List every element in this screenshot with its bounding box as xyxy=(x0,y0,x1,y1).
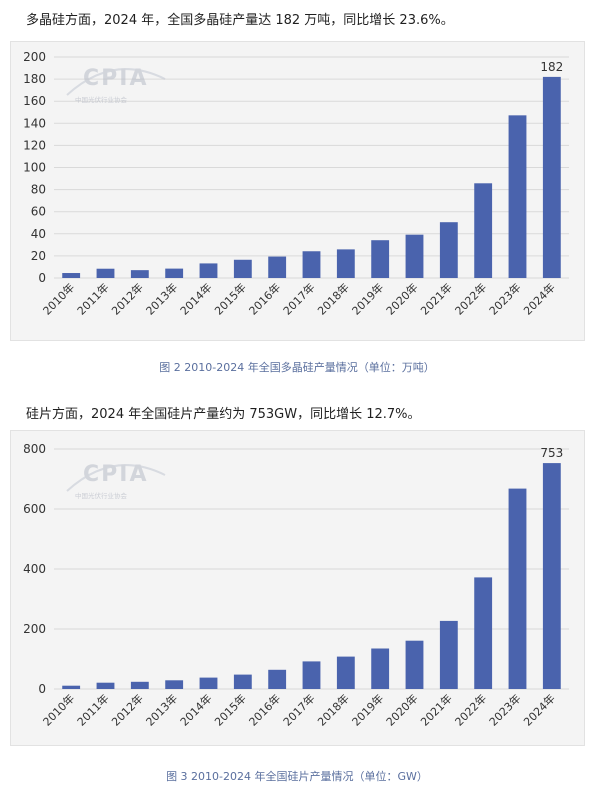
cpia-watermark: CPIA 中国光伏行业协会 xyxy=(66,66,166,104)
bar-2013年 xyxy=(165,268,184,278)
wafer-bar-chart: 0 200 400 600 800 CPIA 中国光伏行业协会 2010年2011年2012年… xyxy=(23,442,569,729)
x-tick-label: 2015年 xyxy=(211,691,248,728)
caption-figure-2: 图 2 2010-2024 年全国多晶硅产量情况（单位：万吨） xyxy=(159,361,435,374)
watermark-org-text: 中国光伏行业协会 xyxy=(75,491,128,500)
y-tick-label: 120 xyxy=(23,138,46,152)
caption-figure-3: 图 3 2010-2024 年全国硅片产量情况（单位：GW） xyxy=(166,770,428,783)
y-tick-label: 180 xyxy=(23,72,46,86)
x-tick-label: 2015年 xyxy=(211,280,248,317)
bar-2013年 xyxy=(165,680,184,689)
intro-paragraph-wafer: 硅片方面，2024 年全国硅片产量约为 753GW，同比增长 12.7%。 xyxy=(26,407,421,422)
x-tick-label: 2021年 xyxy=(417,691,454,728)
x-tick-label: 2024年 xyxy=(520,691,557,728)
x-tick-label: 2020年 xyxy=(383,280,420,317)
bar-2018年 xyxy=(336,656,355,689)
x-tick-label: 2014年 xyxy=(177,280,214,317)
watermark-org-text: 中国光伏行业协会 xyxy=(75,95,128,104)
bar-2021年 xyxy=(439,620,458,689)
y-tick-label: 60 xyxy=(31,205,46,219)
polysilicon-bar-chart: 0 20 40 60 80 100 120 140 160 180 200 CPIA 中国光伏行业协会 2… xyxy=(23,50,569,318)
x-tick-label: 2011年 xyxy=(74,691,111,728)
bar-2012年 xyxy=(130,681,149,689)
x-tick-label: 2021年 xyxy=(417,280,454,317)
y-tick-label: 800 xyxy=(23,442,46,456)
x-tick-label: 2022年 xyxy=(452,280,489,317)
y-tick-label: 160 xyxy=(23,94,46,108)
x-tick-label: 2010年 xyxy=(40,280,77,317)
chart-panel-polysilicon: 0 20 40 60 80 100 120 140 160 180 200 CPIA 中国光伏行业协会 2… xyxy=(10,41,585,341)
x-tick-label: 2016年 xyxy=(246,280,283,317)
bar-2019年 xyxy=(371,648,390,689)
x-tick-label: 2018年 xyxy=(314,280,351,317)
y-tick-label: 100 xyxy=(23,161,46,175)
bar-2015年 xyxy=(233,674,252,689)
y-tick-label: 200 xyxy=(23,622,46,636)
bar-2023年 xyxy=(508,488,527,689)
y-tick-label: 0 xyxy=(38,682,46,696)
watermark-arc xyxy=(66,68,166,96)
bar-2016年 xyxy=(268,256,287,278)
bar-2019年 xyxy=(371,240,390,278)
x-tick-label: 2012年 xyxy=(108,691,145,728)
x-tick-label: 2018年 xyxy=(314,691,351,728)
cpia-watermark: CPIA 中国光伏行业协会 xyxy=(66,462,166,500)
data-label: 753 xyxy=(540,446,563,460)
x-tick-label: 2020年 xyxy=(383,691,420,728)
bar-2011年 xyxy=(96,682,115,689)
x-tick-label: 2019年 xyxy=(349,280,386,317)
x-tick-label: 2014年 xyxy=(177,691,214,728)
y-tick-label: 140 xyxy=(23,116,46,130)
x-tick-label: 2017年 xyxy=(280,691,317,728)
x-tick-label: 2019年 xyxy=(349,691,386,728)
bar-2016年 xyxy=(268,669,287,689)
x-tick-label: 2023年 xyxy=(486,691,523,728)
bar-2017年 xyxy=(302,251,321,278)
y-tick-label: 80 xyxy=(31,183,46,197)
bar-2017年 xyxy=(302,661,321,689)
bar-2018年 xyxy=(336,249,355,278)
watermark-logo-text: CPIA xyxy=(83,66,148,91)
watermark-logo-text: CPIA xyxy=(83,462,148,487)
chart-panel-wafer: 0 200 400 600 800 CPIA 中国光伏行业协会 2010年 2011年 2012年… xyxy=(10,430,585,746)
x-tick-label: 2011年 xyxy=(74,280,111,317)
y-tick-label: 200 xyxy=(23,50,46,64)
bar-2011年 xyxy=(96,268,115,278)
bar-2010年 xyxy=(62,273,81,278)
x-tick-label: 2024年 xyxy=(520,280,557,317)
bar-2020年 xyxy=(405,640,424,689)
bar-2020年 xyxy=(405,234,424,278)
x-tick-label: 2013年 xyxy=(143,280,180,317)
y-tick-label: 20 xyxy=(31,249,46,263)
bar-2015年 xyxy=(233,259,252,278)
bar-2021年 xyxy=(439,222,458,278)
x-tick-label: 2022年 xyxy=(452,691,489,728)
bar-2024年 xyxy=(542,463,561,689)
x-tick-label: 2016年 xyxy=(246,691,283,728)
x-tick-label: 2010年 xyxy=(40,691,77,728)
watermark-arc xyxy=(66,464,166,492)
y-tick-label: 0 xyxy=(38,271,46,285)
data-label: 182 xyxy=(540,60,563,74)
y-tick-label: 400 xyxy=(23,562,46,576)
x-tick-label: 2012年 xyxy=(108,280,145,317)
x-tick-label: 2017年 xyxy=(280,280,317,317)
bar-2023年 xyxy=(508,115,527,279)
y-tick-label: 600 xyxy=(23,502,46,516)
bar-2022年 xyxy=(474,577,493,689)
bar-2010年 xyxy=(62,685,81,689)
y-tick-label: 40 xyxy=(31,227,46,241)
bar-2014年 xyxy=(199,677,218,689)
bar-2024年 xyxy=(542,76,561,278)
bar-2022年 xyxy=(474,183,493,278)
x-tick-label: 2023年 xyxy=(486,280,523,317)
bar-2014年 xyxy=(199,263,218,278)
x-tick-label: 2013年 xyxy=(143,691,180,728)
bar-2012年 xyxy=(130,270,149,278)
intro-paragraph-polysilicon: 多晶硅方面，2024 年，全国多晶硅产量达 182 万吨，同比增长 23.6%。 xyxy=(26,13,454,28)
